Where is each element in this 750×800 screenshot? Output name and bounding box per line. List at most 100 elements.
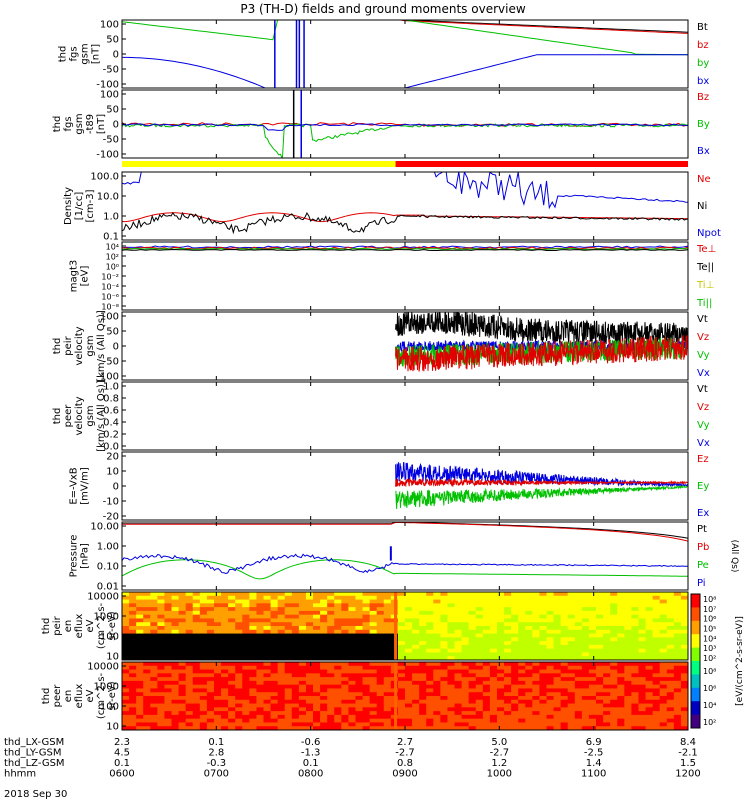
eflux-cell — [305, 696, 314, 701]
ylabel-line: velocity — [74, 396, 85, 435]
eflux-cell — [122, 711, 130, 716]
eflux-cell — [157, 714, 165, 720]
eflux-cell — [588, 610, 597, 616]
eflux-cell — [334, 684, 342, 689]
eflux-cell — [475, 707, 484, 712]
eflux-cell — [150, 688, 158, 693]
eflux-cell — [362, 595, 371, 601]
eflux-cell — [334, 669, 342, 674]
eflux-cell — [327, 662, 335, 667]
eflux-cell — [525, 652, 533, 657]
eflux-cell — [638, 669, 647, 674]
eflux-cell — [560, 652, 569, 657]
eflux-cell — [638, 607, 647, 612]
eflux-cell — [270, 592, 279, 597]
eflux-cell — [291, 718, 300, 723]
eflux-cell — [468, 626, 477, 631]
eflux-cell — [617, 595, 625, 601]
eflux-cell — [206, 607, 215, 612]
eflux-cell — [235, 680, 243, 686]
eflux-cell — [574, 699, 583, 705]
eflux-cell — [419, 726, 427, 730]
eflux-cell — [673, 652, 682, 657]
eflux-cell — [652, 595, 661, 601]
eflux-cell — [206, 656, 215, 660]
eflux-cell — [369, 665, 378, 671]
eflux-cell — [348, 633, 356, 638]
eflux-cell — [376, 656, 385, 660]
eflux-cell — [362, 711, 371, 716]
eflux-cell — [440, 726, 448, 730]
eflux-cell — [122, 718, 130, 723]
legend-fgs-by: by — [697, 58, 709, 69]
eflux-cell — [348, 592, 356, 597]
ylabel-fgs_t89: thdfgsgsm-t89[nT] — [52, 113, 107, 134]
eflux-cell — [680, 607, 688, 612]
eflux-cell — [348, 662, 356, 667]
eflux-cell — [412, 629, 420, 635]
eflux-cell — [362, 656, 371, 660]
eflux-cell — [185, 726, 194, 730]
eflux-cell — [291, 656, 300, 660]
eflux-cell — [355, 614, 364, 619]
eflux-cell — [143, 626, 151, 631]
eflux-cell — [348, 629, 356, 635]
eflux-cell — [263, 595, 272, 601]
eflux-cell — [157, 665, 165, 671]
eflux-cell — [206, 707, 215, 712]
legend-density-Npot: Npot — [697, 228, 721, 239]
legend-efield-Ez: Ez — [697, 454, 709, 465]
eflux-cell — [511, 696, 519, 701]
eflux-cell — [553, 680, 562, 686]
eflux-cell — [504, 644, 512, 650]
eflux-cell — [539, 711, 547, 716]
eflux-cell — [504, 680, 512, 686]
eflux-cell — [327, 680, 335, 686]
eflux-cell — [277, 684, 286, 689]
eflux-cell — [405, 699, 413, 705]
eflux-cell — [454, 656, 463, 660]
ytick-label: -50 — [103, 357, 119, 368]
eflux-cell — [468, 637, 477, 642]
eflux-cell — [511, 692, 519, 697]
eflux-cell — [213, 684, 222, 689]
eflux-cell — [136, 714, 144, 720]
eflux-cell — [150, 692, 158, 697]
eflux-cell — [433, 703, 441, 708]
eflux-cell — [504, 622, 512, 627]
eflux-cell — [546, 688, 555, 693]
eflux-cell — [334, 726, 342, 730]
eflux-cell — [171, 629, 180, 635]
eflux-cell — [426, 680, 434, 686]
eflux-cell — [454, 637, 463, 642]
colorbar-label: [eV/(cm^2-s-sr-eV)] — [735, 616, 745, 706]
eflux-cell — [532, 607, 540, 612]
eflux-cell — [603, 718, 611, 723]
eflux-cell — [440, 680, 448, 686]
eflux-cell — [532, 692, 540, 697]
eflux-cell — [284, 688, 293, 693]
eflux-cell — [489, 618, 498, 623]
eflux-cell — [235, 648, 243, 653]
eflux-cell — [680, 656, 688, 660]
eflux-cell — [327, 711, 335, 716]
eflux-cell — [143, 662, 151, 667]
eflux-cell — [206, 633, 215, 638]
eflux-cell — [341, 711, 349, 716]
eflux-cell — [560, 618, 569, 623]
eflux-cell — [539, 610, 547, 616]
eflux-cell — [334, 595, 342, 601]
eflux-cell — [652, 722, 661, 727]
eflux-cell — [631, 656, 639, 660]
colorbar-band — [691, 620, 700, 635]
eflux-cell — [164, 641, 173, 646]
eflux-cell — [560, 680, 569, 686]
eflux-cell — [157, 673, 165, 678]
eflux-cell — [461, 665, 470, 671]
eflux-cell — [143, 711, 151, 716]
eflux-cell — [525, 656, 533, 660]
eflux-cell — [185, 648, 194, 653]
eflux-cell — [298, 662, 307, 667]
eflux-cell — [419, 677, 427, 682]
eflux-cell — [666, 726, 675, 730]
